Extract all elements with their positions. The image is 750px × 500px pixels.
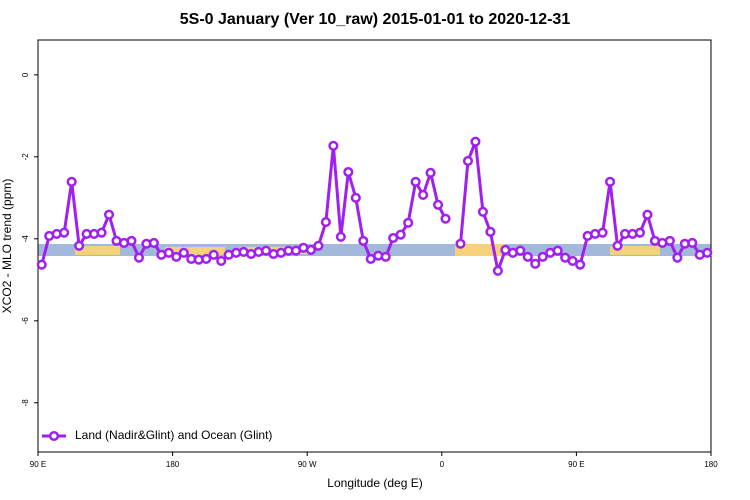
point — [36, 259, 47, 270]
point — [410, 176, 421, 187]
point — [313, 240, 324, 251]
point — [477, 206, 488, 217]
point — [171, 251, 182, 262]
point — [567, 255, 578, 267]
point — [395, 229, 406, 240]
point — [163, 247, 174, 258]
point — [201, 253, 212, 264]
y-tick-label: -2 — [21, 153, 30, 161]
point — [575, 259, 586, 270]
point — [380, 251, 391, 262]
point — [350, 192, 361, 203]
point — [440, 213, 451, 224]
point — [96, 227, 107, 238]
point — [59, 227, 70, 238]
point — [343, 166, 354, 178]
point — [455, 238, 466, 249]
point — [537, 251, 548, 262]
x-axis-label: Longitude (deg E) — [327, 476, 422, 490]
point — [103, 209, 115, 220]
legend-marker — [48, 430, 60, 442]
x-tick-label: 90 E — [568, 460, 584, 469]
y-tick-label: -4 — [21, 235, 30, 243]
point — [515, 245, 526, 256]
point — [687, 237, 698, 248]
land-band — [75, 246, 120, 255]
point — [470, 136, 481, 147]
y-tick-label: 0 — [21, 72, 30, 77]
point — [702, 247, 713, 258]
point — [425, 167, 436, 178]
chart-title: 5S-0 January (Ver 10_raw) 2015-01-01 to … — [180, 11, 571, 28]
point — [208, 249, 219, 260]
point — [358, 235, 369, 246]
point — [126, 235, 137, 246]
y-tick-label: -8 — [21, 399, 30, 407]
land-band — [165, 247, 225, 255]
point — [148, 237, 159, 248]
point — [66, 176, 77, 187]
point — [133, 252, 144, 263]
land-band — [610, 246, 660, 255]
x-tick-label: 90 W — [298, 460, 317, 469]
point — [492, 265, 503, 276]
point — [335, 231, 346, 242]
point — [178, 247, 189, 258]
point — [612, 240, 623, 251]
y-axis-label: XCO2 - MLO trend (ppm) — [0, 179, 14, 314]
point — [552, 245, 563, 256]
point — [433, 199, 444, 210]
x-tick-label: 0 — [440, 460, 445, 469]
point — [305, 244, 316, 255]
point — [605, 176, 616, 187]
plot-frame — [37, 39, 712, 453]
point — [530, 258, 541, 269]
y-tick-label: -6 — [21, 317, 30, 325]
point — [328, 140, 339, 151]
point — [664, 235, 675, 246]
point — [320, 216, 331, 228]
x-tick-label: 180 — [704, 460, 718, 469]
x-tick-label: 90 E — [30, 460, 46, 469]
point — [74, 240, 85, 251]
point — [522, 251, 533, 262]
point — [462, 155, 474, 166]
point — [485, 226, 496, 237]
point — [597, 227, 608, 238]
x-tick-label: 180 — [166, 460, 180, 469]
point — [403, 217, 414, 228]
point — [216, 255, 227, 267]
point — [418, 189, 429, 201]
point — [672, 252, 683, 263]
point — [634, 227, 646, 238]
legend-label: Land (Nadir&Glint) and Ocean (Glint) — [75, 428, 272, 442]
point — [642, 209, 653, 220]
